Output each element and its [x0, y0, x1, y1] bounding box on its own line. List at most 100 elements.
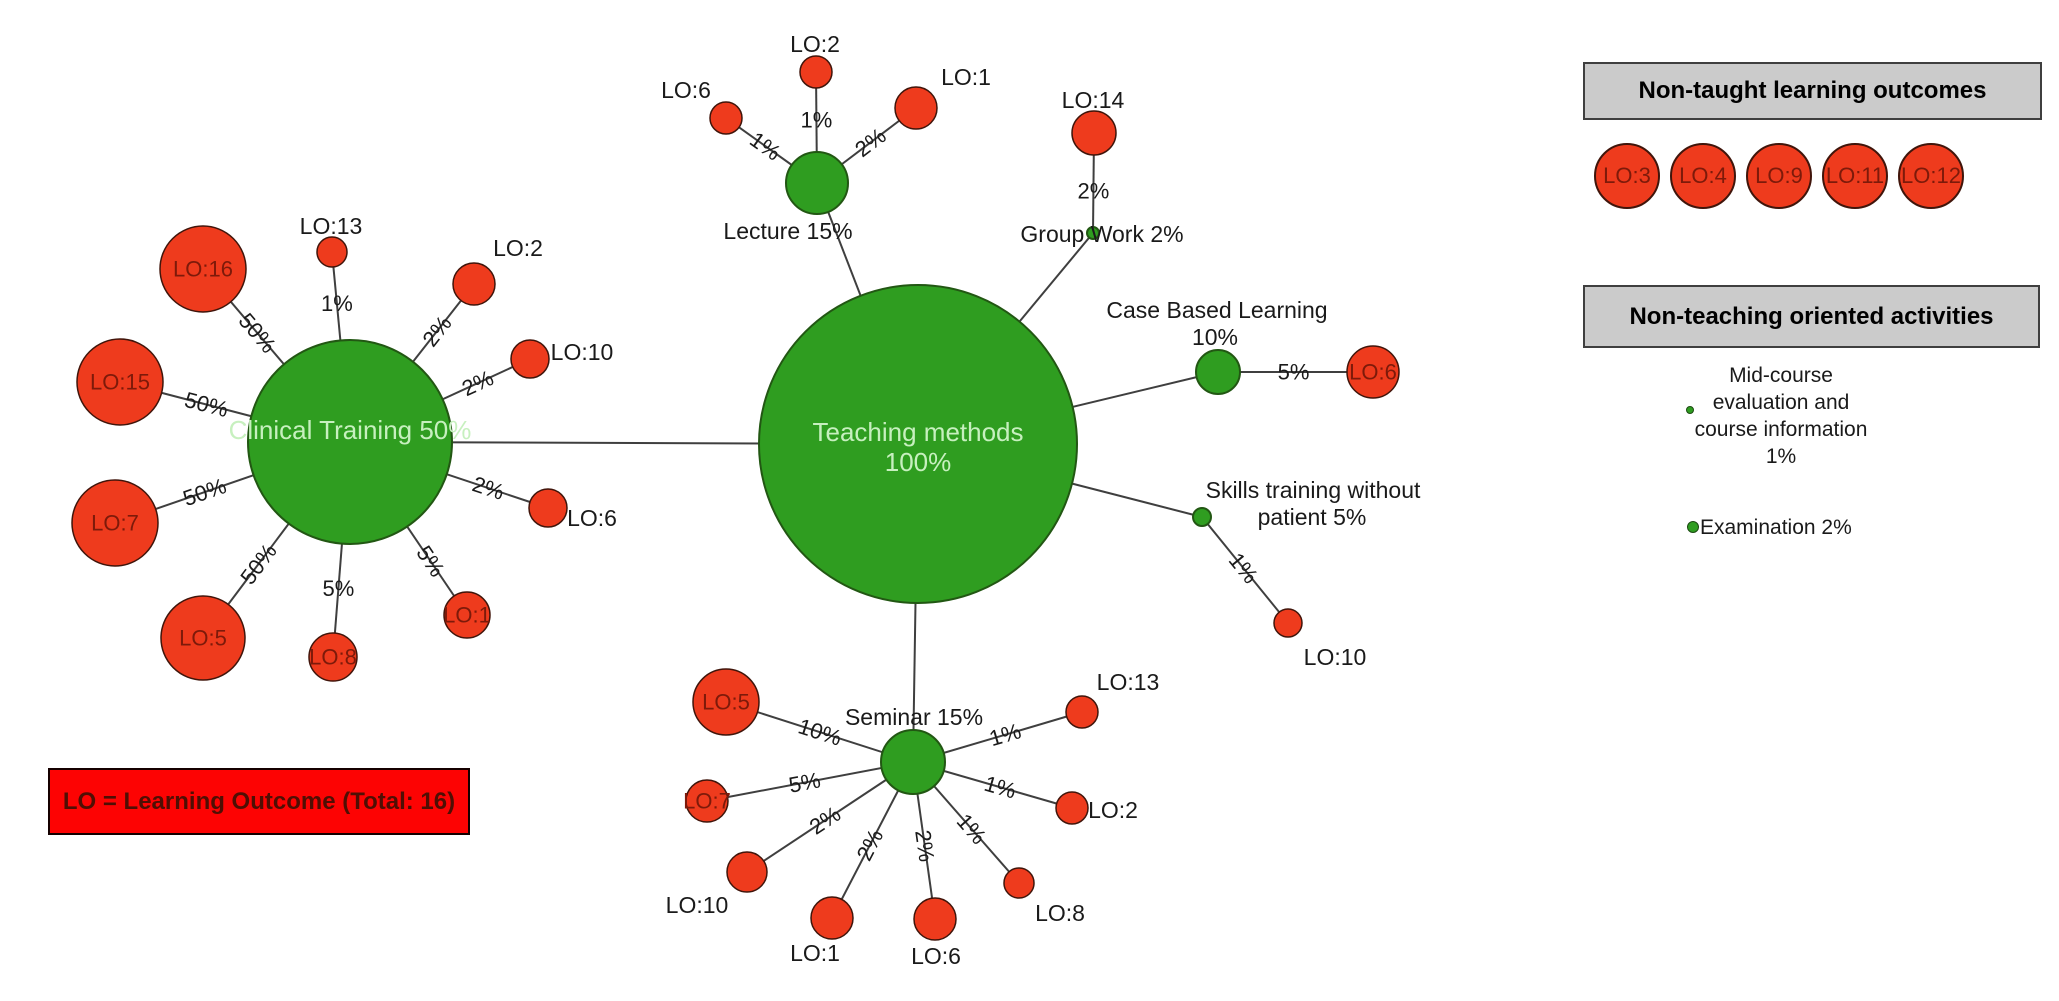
edge-percent-label-seminar-sem-lo10: 2%	[805, 801, 845, 839]
outcome-node-lec-lo1	[894, 86, 938, 130]
label-sem-lo2: LO:2	[1088, 797, 1138, 823]
label-cl-lo1: LO:1	[443, 603, 491, 628]
edge-seminar-sem-lo7	[706, 761, 914, 802]
method-node-seminar	[880, 729, 946, 795]
label-sem-lo13: LO:13	[1097, 669, 1160, 695]
label-cl-lo6: LO:6	[567, 505, 617, 531]
edge-percent-label-clinical-cl-lo15: 50%	[182, 387, 231, 422]
mid-course-evaluation-dot	[1686, 406, 1694, 414]
label-cbl-lo6: LO:6	[1349, 360, 1397, 385]
edge-percent-label-seminar-sem-lo6: 2%	[910, 828, 939, 863]
edge-seminar-sem-lo10	[746, 761, 914, 873]
outcome-node-sem-lo2	[1055, 791, 1089, 825]
edge-percent-label-clinical-cl-lo1: 5%	[411, 541, 450, 581]
edge-percent-label-skills-sk-lo10: 1%	[1224, 548, 1263, 588]
edge-percent-label-seminar-sem-lo7: 5%	[787, 767, 823, 797]
label-cbl: 10%	[1192, 324, 1238, 350]
outcome-node-cl-lo6	[528, 488, 568, 528]
outcome-node-cl-lo15	[76, 338, 164, 426]
non-taught-outcome-circle: LO:11	[1822, 143, 1888, 209]
label-cl-lo2: LO:2	[493, 235, 543, 261]
edge-percent-label-lecture-lec-lo1: 2%	[850, 123, 890, 162]
edge-percent-label-seminar-sem-lo8: 1%	[952, 809, 992, 849]
outcome-node-sem-lo6	[913, 897, 957, 941]
outcome-node-sem-lo8	[1003, 867, 1035, 899]
label-groupwork: Group Work 2%	[1020, 221, 1183, 247]
non-taught-panel-title: Non-taught learning outcomes	[1638, 77, 1987, 104]
edge-percent-label-clinical-cl-lo16: 50%	[234, 308, 282, 358]
label-sem-lo8: LO:8	[1035, 900, 1085, 926]
non-taught-outcome-circle: LO:9	[1746, 143, 1812, 209]
examination-dot	[1687, 521, 1699, 533]
edge-percent-label-clinical-cl-lo8: 5%	[323, 576, 355, 601]
label-lecture: Lecture 15%	[723, 218, 852, 244]
label-gw-lo14: LO:14	[1062, 87, 1125, 113]
label-sk-lo10: LO:10	[1304, 644, 1367, 670]
outcome-node-sem-lo7	[685, 779, 729, 823]
legend-note-box: LO = Learning Outcome (Total: 16)	[48, 768, 470, 835]
outcome-node-cl-lo8	[308, 632, 358, 682]
edge-skills-sk-lo10	[1201, 516, 1289, 624]
label-sem-lo10: LO:10	[666, 892, 729, 918]
outcome-node-gw-lo14	[1071, 110, 1117, 156]
label-sem-lo6: LO:6	[911, 943, 961, 969]
edge-percent-label-clinical-cl-lo7: 50%	[180, 473, 230, 511]
label-cl-lo15: LO:15	[90, 370, 150, 395]
method-node-groupwork	[1086, 226, 1100, 240]
label-cl-lo13: LO:13	[300, 213, 363, 239]
outcome-node-cl-lo13	[316, 236, 348, 268]
edge-percent-label-clinical-cl-lo10: 2%	[458, 365, 497, 401]
outcome-node-sem-lo10	[726, 851, 768, 893]
non-teaching-panel-header: Non-teaching oriented activities	[1583, 285, 2040, 348]
edge-percent-label-seminar-sem-lo2: 1%	[981, 771, 1018, 804]
outcome-node-sem-lo13	[1065, 695, 1099, 729]
label-lec-lo1: LO:1	[941, 64, 991, 90]
non-taught-panel-header: Non-taught learning outcomes	[1583, 62, 2042, 120]
outcome-node-lec-lo2	[799, 55, 833, 89]
outcome-node-sk-lo10	[1273, 608, 1303, 638]
edge-percent-label-seminar-sem-lo1: 2%	[852, 825, 889, 865]
examination-label: Examination 2%	[1700, 515, 1852, 539]
label-cl-lo7: LO:7	[91, 511, 139, 536]
non-taught-outcomes-row: LO:3 LO:4 LO:9 LO:11 LO:12	[1594, 143, 1964, 209]
edge-percent-label-clinical-cl-lo6: 2%	[469, 471, 507, 505]
legend-note-text: LO = Learning Outcome (Total: 16)	[62, 787, 456, 815]
outcome-node-cl-lo1	[443, 591, 491, 639]
method-node-teaching	[758, 284, 1078, 604]
label-lec-lo6: LO:6	[661, 77, 711, 103]
edge-percent-label-lecture-lec-lo2: 1%	[801, 108, 833, 133]
outcome-node-cl-lo10	[510, 339, 550, 379]
outcome-node-cl-lo2	[452, 262, 496, 306]
outcome-node-cl-lo5	[160, 595, 246, 681]
label-cl-lo10: LO:10	[551, 339, 614, 365]
edge-percent-label-seminar-sem-lo13: 1%	[986, 718, 1024, 751]
label-teaching: Teaching methods	[812, 417, 1023, 447]
edge-percent-label-clinical-cl-lo2: 2%	[417, 311, 456, 351]
label-sem-lo5: LO:5	[702, 690, 750, 715]
label-sem-lo7: LO:7	[683, 789, 731, 814]
outcome-node-sem-lo1	[810, 896, 854, 940]
outcome-node-cl-lo16	[159, 225, 247, 313]
method-node-cbl	[1195, 349, 1241, 395]
edge-percent-label-clinical-cl-lo13: 1%	[321, 291, 353, 316]
outcome-node-lec-lo6	[709, 101, 743, 135]
label-clinical: Clinical Training 50%	[229, 415, 472, 445]
label-cbl: Case Based Learning	[1106, 297, 1327, 323]
label-teaching: 100%	[885, 447, 952, 477]
method-node-clinical	[247, 339, 453, 545]
label-skills: Skills training without	[1206, 477, 1421, 503]
label-skills: patient 5%	[1258, 504, 1367, 530]
label-cl-lo8: LO:8	[309, 645, 357, 670]
edge-percent-label-cbl-cbl-lo6: 5%	[1278, 360, 1310, 385]
non-taught-outcome-circle: LO:3	[1594, 143, 1660, 209]
label-cl-lo16: LO:16	[173, 257, 233, 282]
mid-course-evaluation-label: Mid-course evaluation and course informati…	[1694, 363, 1868, 468]
non-taught-outcome-circle: LO:12	[1898, 143, 1964, 209]
label-seminar: Seminar 15%	[845, 704, 983, 730]
edge-percent-label-lecture-lec-lo6: 1%	[745, 127, 785, 166]
non-taught-outcome-circle: LO:4	[1670, 143, 1736, 209]
label-cl-lo5: LO:5	[179, 626, 227, 651]
outcome-node-cbl-lo6	[1346, 345, 1400, 399]
label-sem-lo1: LO:1	[790, 940, 840, 966]
